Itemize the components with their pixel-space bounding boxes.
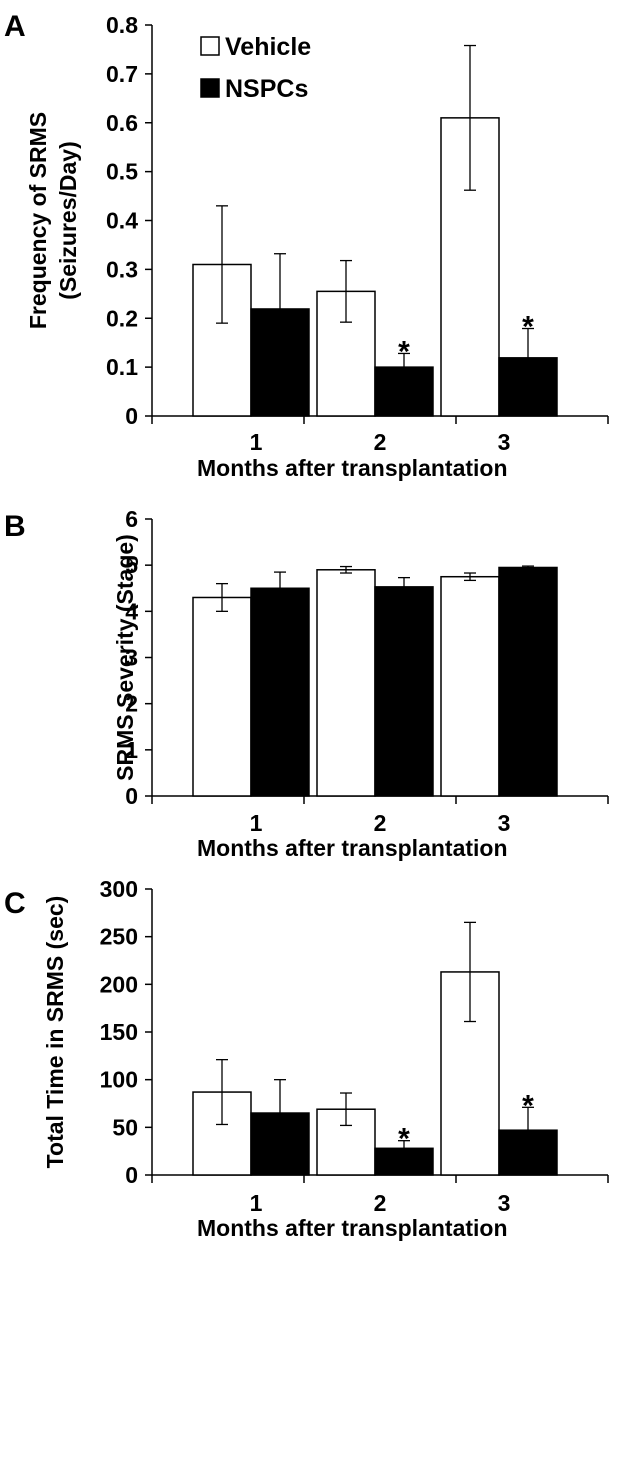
y-tick-label: 0.1 [106, 354, 138, 380]
x-tick-label: 1 [250, 1190, 263, 1216]
y-tick-label: 0.4 [106, 208, 138, 234]
y-tick-label: 250 [100, 924, 138, 950]
significance-marker: * [522, 311, 534, 344]
y-tick-label: 6 [125, 506, 138, 532]
x-axis-title: Months after transplantation [197, 1215, 508, 1241]
x-axis-title: Months after transplantation [197, 835, 508, 861]
y-tick-label: 0 [125, 403, 138, 429]
y-tick-label: 50 [112, 1114, 138, 1140]
y-tick-label: 0 [125, 783, 138, 809]
panel-letter: A [4, 10, 26, 43]
x-tick-label: 2 [374, 1190, 387, 1216]
y-tick-label: 150 [100, 1019, 138, 1045]
y-tick-label: 5 [125, 552, 138, 578]
panel-a: A 0 0.1 0.2 0.3 0.4 0.5 0.6 0.7 0.8 1 2 3 * * Months af… [4, 10, 609, 481]
y-tick-label: 0.8 [106, 12, 138, 38]
significance-marker: * [522, 1089, 534, 1122]
y-tick-label: 0 [125, 1162, 138, 1188]
y-tick-label: 0.6 [106, 110, 138, 136]
y-axis-title: Total Time in SRMS (sec) [42, 896, 68, 1169]
vehicle-bar [440, 575, 500, 797]
legend-label: Vehicle [225, 33, 311, 61]
y-tick-label: 0.5 [106, 159, 138, 185]
x-tick-label: 3 [498, 810, 511, 836]
vehicle-bar [316, 569, 376, 797]
y-axis-title: (Seizures/Day) [55, 141, 81, 300]
y-tick-label: 1 [125, 737, 138, 763]
y-tick-label: 0.2 [106, 305, 138, 331]
y-tick-label: 100 [100, 1067, 138, 1093]
x-tick-label: 3 [498, 429, 511, 455]
y-tick-label: 0.7 [106, 61, 138, 87]
y-tick-label: 2 [125, 691, 138, 717]
significance-marker: * [398, 335, 410, 368]
nspcs-bar [250, 587, 310, 797]
significance-marker: * [398, 1123, 410, 1156]
y-tick-label: 0.3 [106, 256, 138, 282]
panel-c: C 0 50 100 150 200 250 300 1 2 3 * * Months after tra… [4, 876, 609, 1241]
x-axis-title: Months after transplantation [197, 455, 508, 481]
y-axis-title: SRMS Severity (Stage) [112, 534, 138, 781]
y-tick-label: 300 [100, 876, 138, 902]
y-tick-label: 200 [100, 971, 138, 997]
legend: Vehicle NSPCs [200, 33, 311, 103]
y-tick-label: 4 [125, 598, 138, 624]
legend-swatch [200, 78, 220, 98]
legend-swatch [200, 36, 220, 56]
panel-letter: C [4, 887, 26, 920]
y-axis-title: Frequency of SRMS [25, 112, 51, 329]
x-tick-label: 3 [498, 1190, 511, 1216]
nspcs-bar [498, 566, 558, 797]
x-tick-label: 1 [250, 429, 263, 455]
x-tick-label: 2 [374, 810, 387, 836]
x-tick-label: 1 [250, 810, 263, 836]
vehicle-bar [192, 596, 252, 797]
x-tick-label: 2 [374, 429, 387, 455]
nspcs-bar [374, 586, 434, 797]
legend-label: NSPCs [225, 75, 308, 103]
panel-letter: B [4, 510, 26, 543]
y-tick-label: 3 [125, 645, 138, 671]
